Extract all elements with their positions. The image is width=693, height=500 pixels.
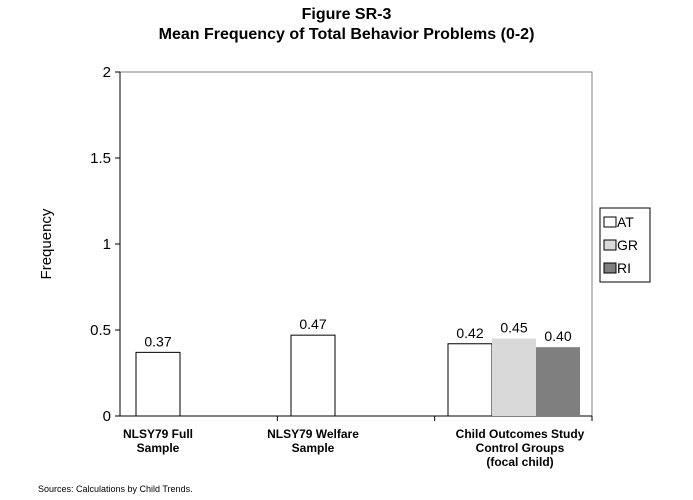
y-tick-label: 0 <box>103 408 111 425</box>
y-tick-label: 2 <box>103 64 111 81</box>
x-category-label: Control Groups <box>476 441 565 455</box>
y-axis-label: Frequency <box>38 208 55 279</box>
x-category-label: NLSY79 Welfare <box>267 427 359 441</box>
data-label: 0.42 <box>456 325 483 341</box>
bar-AT <box>447 343 493 417</box>
x-category-label: NLSY79 Full <box>123 427 193 441</box>
bar-RI <box>536 347 580 416</box>
data-label: 0.47 <box>299 316 326 332</box>
legend-swatch-GR <box>603 239 617 251</box>
data-label: 0.45 <box>500 320 527 336</box>
legend-swatch-RI <box>603 262 617 274</box>
x-category-label: Sample <box>137 441 180 455</box>
y-tick-label: 1 <box>103 236 111 253</box>
x-category-label: (focal child) <box>486 455 553 469</box>
legend-swatch-AT <box>603 216 617 228</box>
legend-label: AT <box>617 214 634 230</box>
data-label: 0.40 <box>544 328 571 344</box>
x-category-label: Sample <box>292 441 335 455</box>
x-category-label: Child Outcomes Study <box>456 427 585 441</box>
chart-title: Figure SR-3 <box>301 6 392 23</box>
bar-GR <box>492 338 536 416</box>
data-label: 0.37 <box>144 333 171 349</box>
chart-subtitle: Mean Frequency of Total Behavior Problem… <box>158 26 535 43</box>
y-tick-label: 1.5 <box>90 150 111 167</box>
bar-AT <box>290 334 336 417</box>
legend-label: GR <box>617 237 638 253</box>
y-tick-label: 0.5 <box>90 322 111 339</box>
bar-AT <box>135 351 181 417</box>
legend-label: RI <box>617 260 631 276</box>
source-note: Sources: Calculations by Child Trends. <box>38 484 193 494</box>
